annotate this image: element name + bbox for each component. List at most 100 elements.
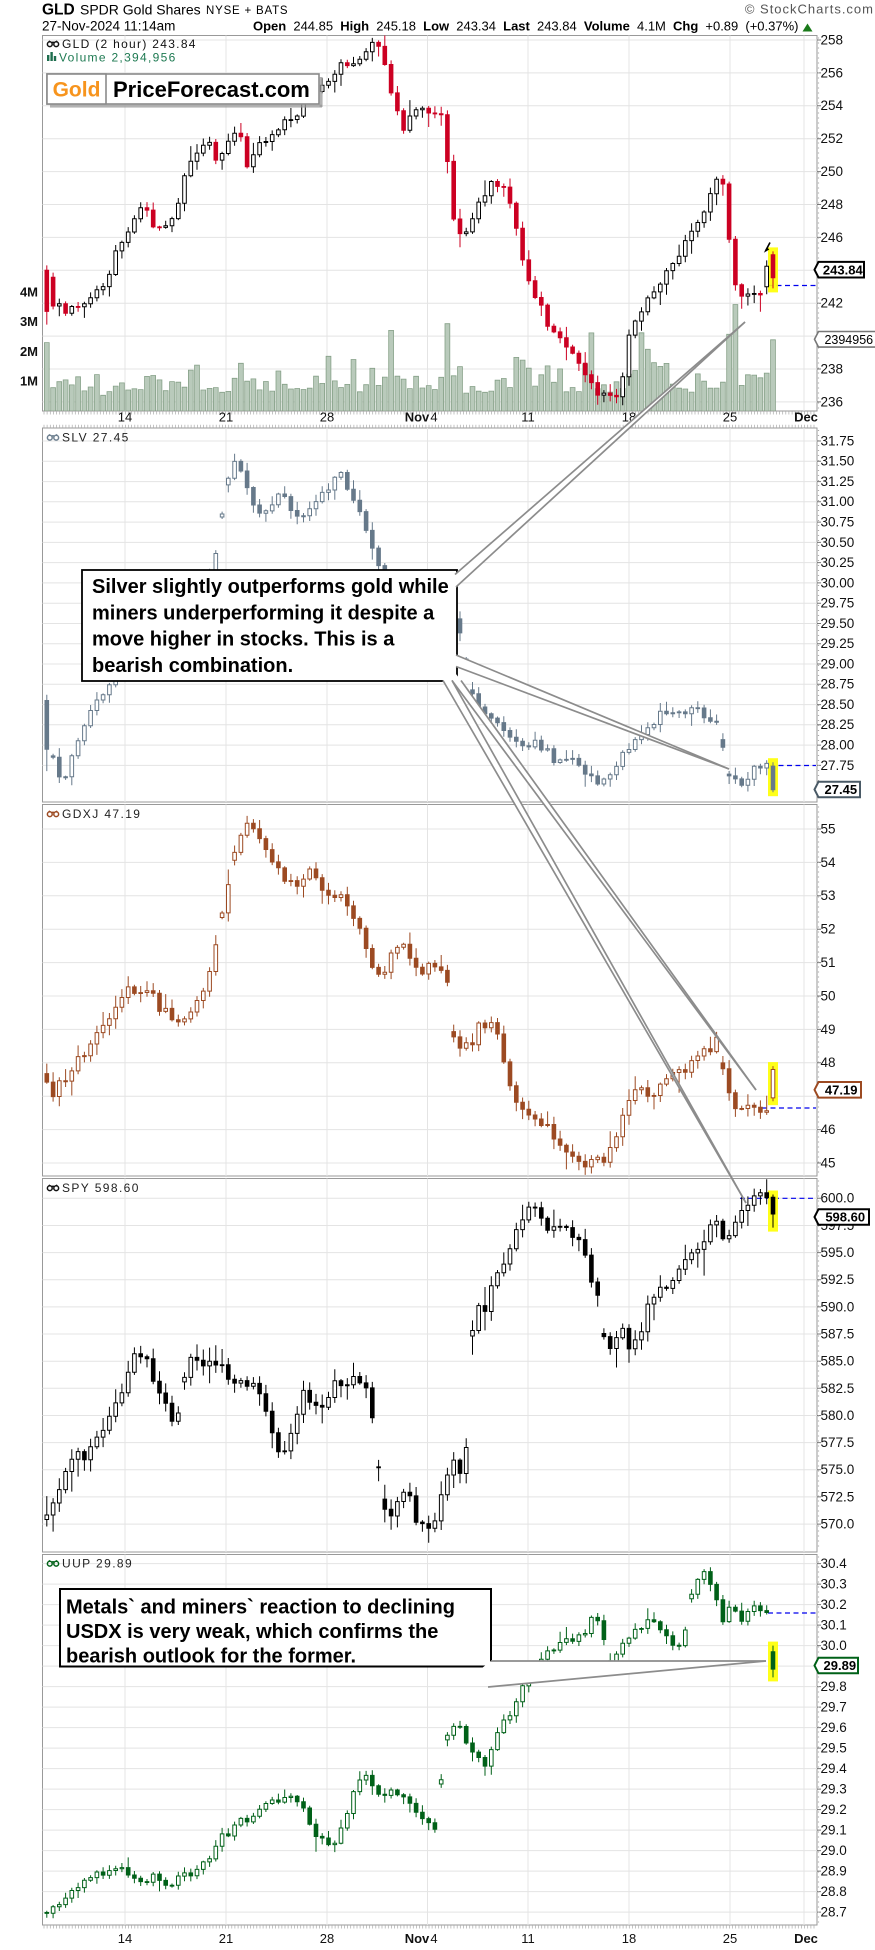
svg-text:Nov: Nov [405, 410, 430, 425]
svg-text:Silver slightly outperforms go: Silver slightly outperforms gold while [92, 576, 449, 598]
svg-text:595.0: 595.0 [821, 1245, 855, 1260]
svg-text:51: 51 [821, 955, 836, 970]
svg-text:246: 246 [821, 230, 844, 245]
svg-text:28.8: 28.8 [821, 1884, 847, 1899]
svg-text:256: 256 [821, 65, 844, 80]
svg-text:3M: 3M [20, 314, 38, 329]
svg-text:53: 53 [821, 888, 836, 903]
svg-text:48: 48 [821, 1055, 836, 1070]
svg-text:Dec: Dec [794, 410, 818, 425]
svg-text:590.0: 590.0 [821, 1299, 855, 1314]
svg-text:29.2: 29.2 [821, 1802, 847, 1817]
svg-text:243.84: 243.84 [823, 262, 864, 277]
svg-text:587.5: 587.5 [821, 1327, 855, 1342]
svg-text:27-Nov-2024 11:14am: 27-Nov-2024 11:14am [42, 19, 175, 34]
svg-text:miners underperforming it desp: miners underperforming it despite a [92, 602, 435, 624]
svg-text:55: 55 [821, 821, 836, 836]
svg-text:592.5: 592.5 [821, 1272, 855, 1287]
svg-text:258: 258 [821, 32, 844, 47]
svg-text:29.7: 29.7 [821, 1700, 847, 1715]
svg-text:29.89: 29.89 [824, 1658, 857, 1673]
svg-text:bearish combination.: bearish combination. [92, 655, 293, 677]
svg-text:54: 54 [821, 855, 837, 870]
svg-text:600.0: 600.0 [821, 1191, 855, 1206]
svg-text:21: 21 [219, 410, 233, 425]
svg-text:570.0: 570.0 [821, 1517, 855, 1532]
svg-text:© StockCharts.com: © StockCharts.com [745, 2, 874, 17]
svg-text:31.25: 31.25 [821, 474, 855, 489]
svg-text:29.3: 29.3 [821, 1782, 847, 1797]
svg-text:31.50: 31.50 [821, 454, 855, 469]
svg-text:NYSE + BATS: NYSE + BATS [206, 5, 288, 17]
svg-text:25: 25 [723, 1931, 737, 1946]
svg-text:28.00: 28.00 [821, 738, 855, 753]
svg-text:52: 52 [821, 922, 836, 937]
svg-text:28.50: 28.50 [821, 697, 855, 712]
svg-text:SPY 598.60: SPY 598.60 [62, 1181, 140, 1195]
svg-text:28.25: 28.25 [821, 717, 855, 732]
svg-text:29.6: 29.6 [821, 1720, 847, 1735]
svg-text:582.5: 582.5 [821, 1381, 855, 1396]
svg-text:29.0: 29.0 [821, 1843, 847, 1858]
svg-text:28.75: 28.75 [821, 677, 855, 692]
svg-text:11: 11 [521, 1931, 535, 1946]
svg-text:30.25: 30.25 [821, 555, 855, 570]
svg-text:25: 25 [723, 410, 737, 425]
svg-text:USDX is very weak, which confi: USDX is very weak, which confirms the [66, 1621, 438, 1643]
svg-text:Gold: Gold [53, 79, 101, 102]
svg-text:GLD (2 hour) 243.84: GLD (2 hour) 243.84 [62, 37, 197, 51]
svg-text:30.1: 30.1 [821, 1618, 847, 1633]
svg-text:49: 49 [821, 1022, 836, 1037]
svg-text:SLV 27.45: SLV 27.45 [62, 431, 130, 445]
svg-text:Volume 2,394,956: Volume 2,394,956 [59, 51, 177, 65]
svg-text:28.9: 28.9 [821, 1864, 847, 1879]
svg-text:236: 236 [821, 394, 844, 409]
svg-text:11: 11 [521, 410, 535, 425]
svg-text:31.75: 31.75 [821, 433, 855, 448]
svg-text:30.00: 30.00 [821, 575, 855, 590]
svg-text:18: 18 [622, 1931, 636, 1946]
svg-text:30.75: 30.75 [821, 515, 855, 530]
svg-text:29.5: 29.5 [821, 1741, 847, 1756]
svg-text:29.50: 29.50 [821, 616, 855, 631]
svg-text:30.3: 30.3 [821, 1577, 847, 1592]
svg-text:575.0: 575.0 [821, 1462, 855, 1477]
svg-text:bearish outlook for the former: bearish outlook for the former. [66, 1646, 356, 1668]
svg-text:50: 50 [821, 988, 836, 1003]
svg-text:47.19: 47.19 [825, 1082, 858, 1097]
svg-text:28.7: 28.7 [821, 1905, 847, 1920]
svg-text:30.50: 30.50 [821, 535, 855, 550]
svg-text:250: 250 [821, 164, 844, 179]
svg-text:45: 45 [821, 1155, 836, 1170]
svg-text:27.45: 27.45 [825, 782, 858, 797]
svg-text:4M: 4M [20, 284, 38, 299]
svg-text:Metals` and miners` reaction t: Metals` and miners` reaction to declinin… [66, 1597, 455, 1619]
svg-text:GLD: GLD [42, 2, 75, 19]
svg-text:UUP 29.89: UUP 29.89 [62, 1557, 133, 1571]
svg-text:29.8: 29.8 [821, 1679, 847, 1694]
svg-text:28: 28 [320, 1931, 334, 1946]
svg-text:14: 14 [118, 410, 132, 425]
svg-text:21: 21 [219, 1931, 233, 1946]
svg-text:252: 252 [821, 131, 844, 146]
svg-text:4: 4 [430, 410, 437, 425]
svg-text:2M: 2M [20, 344, 38, 359]
svg-text:27.75: 27.75 [821, 758, 855, 773]
svg-text:585.0: 585.0 [821, 1354, 855, 1369]
svg-text:580.0: 580.0 [821, 1408, 855, 1423]
svg-text:29.00: 29.00 [821, 656, 855, 671]
svg-text:31.00: 31.00 [821, 494, 855, 509]
svg-text:1M: 1M [20, 374, 38, 389]
svg-text:2394956: 2394956 [824, 333, 873, 347]
svg-text:29.1: 29.1 [821, 1823, 847, 1838]
svg-text:4: 4 [430, 1931, 437, 1946]
svg-text:30.0: 30.0 [821, 1638, 847, 1653]
svg-text:Open 244.85 High 245.18 Low 24: Open 244.85 High 245.18 Low 243.34 Last … [253, 19, 799, 34]
svg-text:577.5: 577.5 [821, 1435, 855, 1450]
svg-text:29.75: 29.75 [821, 596, 855, 611]
svg-text:29.4: 29.4 [821, 1761, 848, 1776]
svg-text:242: 242 [821, 296, 844, 311]
svg-text:move higher in stocks. This is: move higher in stocks. This is a [92, 629, 395, 651]
svg-text:572.5: 572.5 [821, 1489, 855, 1504]
svg-text:SPDR Gold Shares: SPDR Gold Shares [80, 2, 201, 18]
